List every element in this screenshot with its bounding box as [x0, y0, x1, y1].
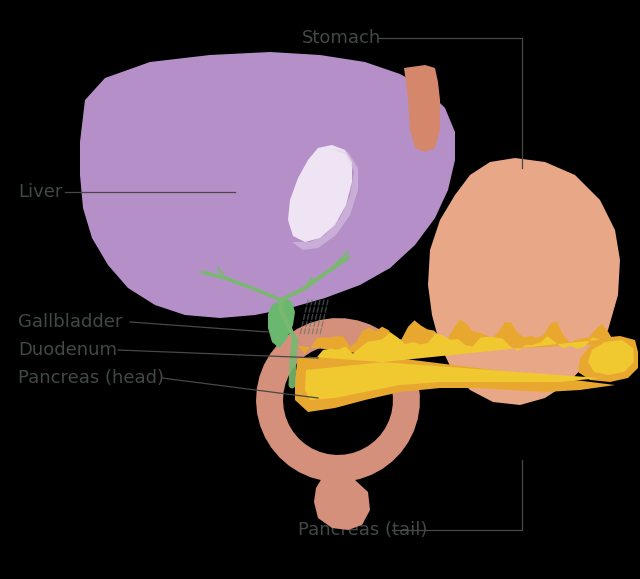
Polygon shape: [80, 52, 455, 318]
Polygon shape: [268, 298, 295, 348]
Polygon shape: [256, 318, 420, 482]
Polygon shape: [578, 336, 638, 382]
Text: Gallbladder: Gallbladder: [18, 313, 122, 331]
Polygon shape: [292, 148, 358, 250]
Text: Stomach: Stomach: [302, 29, 381, 47]
Polygon shape: [365, 75, 453, 280]
Polygon shape: [288, 145, 352, 242]
Text: Pancreas (head): Pancreas (head): [18, 369, 164, 387]
Polygon shape: [295, 319, 615, 412]
Text: Liver: Liver: [18, 183, 62, 201]
Polygon shape: [404, 65, 440, 152]
Polygon shape: [305, 332, 600, 400]
Polygon shape: [588, 340, 634, 375]
Text: Duodenum: Duodenum: [18, 341, 117, 359]
Text: Pancreas (tail): Pancreas (tail): [298, 521, 428, 539]
Polygon shape: [428, 158, 620, 405]
Polygon shape: [314, 478, 370, 530]
